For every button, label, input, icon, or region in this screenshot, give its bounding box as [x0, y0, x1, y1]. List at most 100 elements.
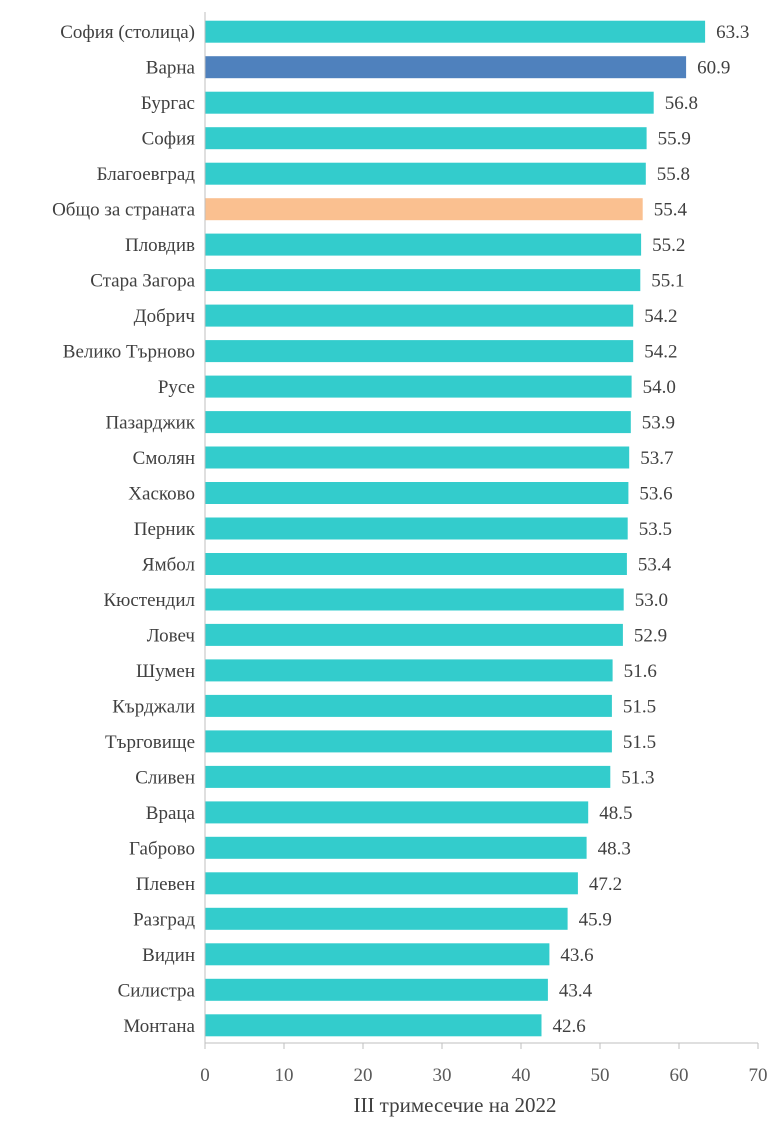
value-label: 63.3	[716, 22, 749, 43]
value-label: 47.2	[589, 874, 622, 895]
category-label: Благоевград	[97, 164, 196, 185]
value-label: 53.4	[638, 555, 672, 576]
value-label: 56.8	[665, 93, 698, 114]
category-label: Разград	[133, 909, 195, 930]
value-label: 54.2	[644, 342, 677, 363]
category-label: Шумен	[136, 661, 195, 682]
bar-16	[205, 588, 624, 611]
value-label: 48.3	[598, 838, 631, 859]
value-label: 55.2	[652, 235, 685, 256]
bar-1	[205, 56, 687, 79]
category-label: Общо за страната	[52, 200, 196, 221]
value-label: 51.5	[623, 732, 656, 753]
category-label: Видин	[142, 945, 195, 966]
bar-15	[205, 553, 627, 575]
bar-20	[205, 730, 612, 753]
value-label: 53.7	[640, 448, 673, 469]
category-label: София (столица)	[60, 22, 195, 43]
category-label: Велико Търново	[63, 342, 195, 363]
value-label: 53.9	[642, 413, 675, 434]
bar-28	[205, 1014, 542, 1037]
category-label: Пловдив	[125, 235, 195, 256]
category-label: Кърджали	[112, 696, 195, 717]
bar-3	[205, 127, 647, 150]
bar-0	[205, 20, 706, 43]
category-label: Русе	[158, 377, 195, 398]
x-tick-label: 70	[749, 1065, 768, 1086]
bar-17	[205, 623, 623, 646]
category-label: Перник	[134, 519, 196, 540]
bar-14	[205, 517, 628, 540]
value-label: 54.0	[643, 377, 676, 398]
x-tick-label: 50	[591, 1065, 610, 1086]
category-label: Силистра	[118, 980, 196, 1001]
bar-13	[205, 482, 629, 504]
x-tick-label: 10	[275, 1065, 294, 1086]
x-tick-label: 0	[200, 1065, 210, 1086]
bar-4	[205, 162, 646, 185]
value-label: 43.4	[559, 980, 593, 1001]
bar-2	[205, 91, 654, 114]
value-label: 54.2	[644, 306, 677, 327]
category-label: София	[142, 129, 196, 150]
category-label: Хасково	[128, 484, 195, 505]
value-label: 48.5	[599, 803, 632, 824]
category-label: Монтана	[123, 1016, 195, 1037]
category-label: Ямбол	[142, 555, 196, 576]
value-label: 60.9	[697, 58, 730, 79]
bar-6	[205, 233, 642, 256]
category-label: Сливен	[135, 767, 195, 788]
bar-18	[205, 659, 613, 682]
category-label: Плевен	[136, 874, 195, 895]
value-label: 51.6	[624, 661, 657, 682]
bar-19	[205, 694, 612, 717]
value-label: 52.9	[634, 625, 667, 646]
axis-layer: София (столица) 63.3 Варна 60.9 Бургас 56.8 Со…	[52, 12, 768, 1086]
value-label: 53.5	[639, 519, 672, 540]
category-label: Пазарджик	[105, 413, 195, 434]
x-tick-label: 60	[670, 1065, 689, 1086]
category-label: Бургас	[141, 93, 195, 114]
bar-23	[205, 836, 587, 859]
category-label: Кюстендил	[103, 590, 195, 611]
bar-5	[205, 198, 643, 221]
category-label: Търговище	[105, 732, 195, 753]
category-label: Добрич	[134, 306, 196, 327]
category-label: Варна	[146, 58, 196, 79]
bar-7	[205, 269, 641, 292]
value-label: 51.5	[623, 696, 656, 717]
bar-9	[205, 340, 634, 363]
value-label: 55.9	[658, 129, 691, 150]
value-label: 45.9	[579, 909, 612, 930]
bar-8	[205, 304, 634, 327]
bar-26	[205, 943, 550, 966]
value-label: 43.6	[560, 945, 593, 966]
x-tick-label: 30	[433, 1065, 452, 1086]
bar-12	[205, 446, 630, 469]
category-label: Стара Загора	[90, 271, 195, 292]
bar-24	[205, 872, 578, 895]
category-label: Смолян	[133, 448, 195, 469]
bars-layer	[205, 20, 706, 1037]
value-label: 51.3	[621, 767, 654, 788]
value-label: 53.6	[639, 484, 672, 505]
x-tick-label: 20	[354, 1065, 373, 1086]
bar-22	[205, 801, 589, 824]
bar-11	[205, 411, 631, 434]
category-label: Габрово	[129, 838, 195, 859]
value-label: 55.1	[651, 271, 684, 292]
value-label: 55.8	[657, 164, 690, 185]
category-label: Враца	[146, 803, 196, 824]
bar-25	[205, 907, 568, 930]
value-label: 53.0	[635, 590, 668, 611]
x-tick-label: 40	[512, 1065, 531, 1086]
bar-10	[205, 375, 632, 398]
value-label: 42.6	[553, 1016, 586, 1037]
x-axis-title: III тримесечие на 2022	[353, 1093, 556, 1117]
value-label: 55.4	[654, 200, 688, 221]
bar-21	[205, 765, 611, 788]
category-label: Ловеч	[147, 625, 196, 646]
bar-27	[205, 978, 548, 1001]
